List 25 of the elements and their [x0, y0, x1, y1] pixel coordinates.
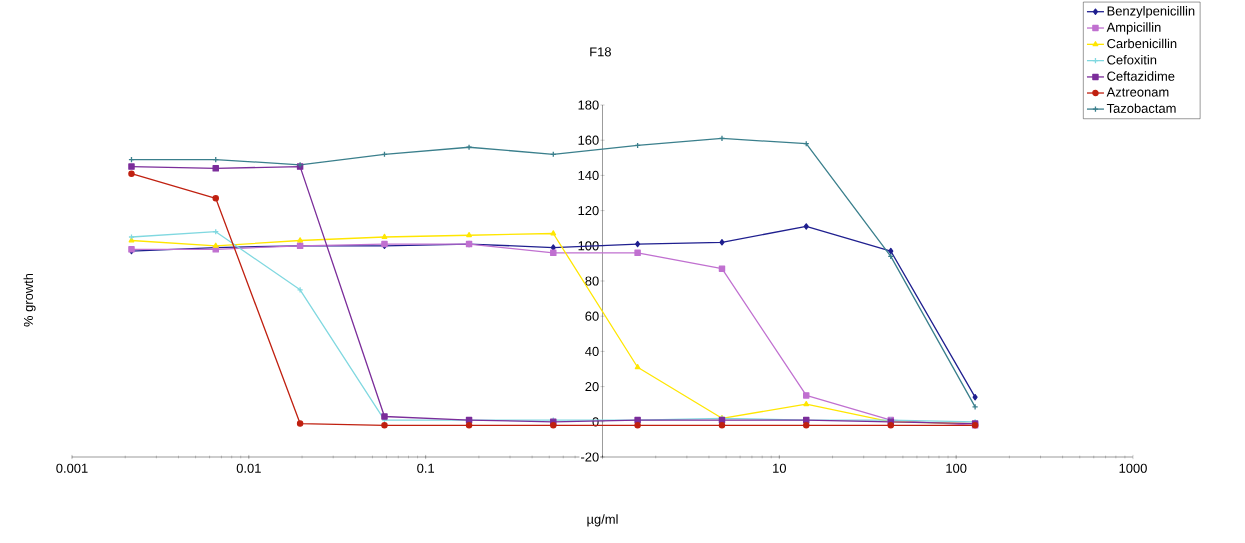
legend-label: Benzylpenicillin [1107, 6, 1195, 19]
x-tick-label: 10 [773, 463, 787, 473]
y-tick-label: 120 [578, 206, 599, 216]
y-tick-label: 160 [578, 135, 599, 145]
y-tick-label: 140 [578, 170, 599, 180]
y-axis-title: % growth [23, 273, 36, 327]
y-tick-label: 60 [585, 311, 599, 321]
legend-label: Cefoxitin [1107, 54, 1157, 65]
x-tick-label: 0.01 [236, 463, 261, 473]
y-tick-label: -20 [581, 452, 599, 462]
x-tick-label: 1000 [1119, 463, 1147, 473]
chart-title: F18 [590, 47, 611, 57]
legend-label: Aztreonam [1106, 87, 1169, 97]
legend-label: Carbenicillin [1107, 38, 1177, 49]
legend-label: Tazobactam [1106, 103, 1176, 113]
y-tick-label: 80 [585, 276, 599, 286]
x-axis-title: µg/ml [587, 514, 618, 527]
y-tick-label: 20 [585, 382, 599, 392]
legend-label: Ceftazidime [1107, 71, 1175, 81]
y-tick-label: 40 [585, 346, 599, 356]
x-tick-label: 0.1 [417, 463, 435, 473]
y-tick-label: 180 [578, 100, 599, 110]
legend-label: Ampicillin [1106, 22, 1161, 35]
x-tick-label: 100 [946, 463, 967, 473]
x-tick-label: 0.001 [56, 463, 88, 473]
